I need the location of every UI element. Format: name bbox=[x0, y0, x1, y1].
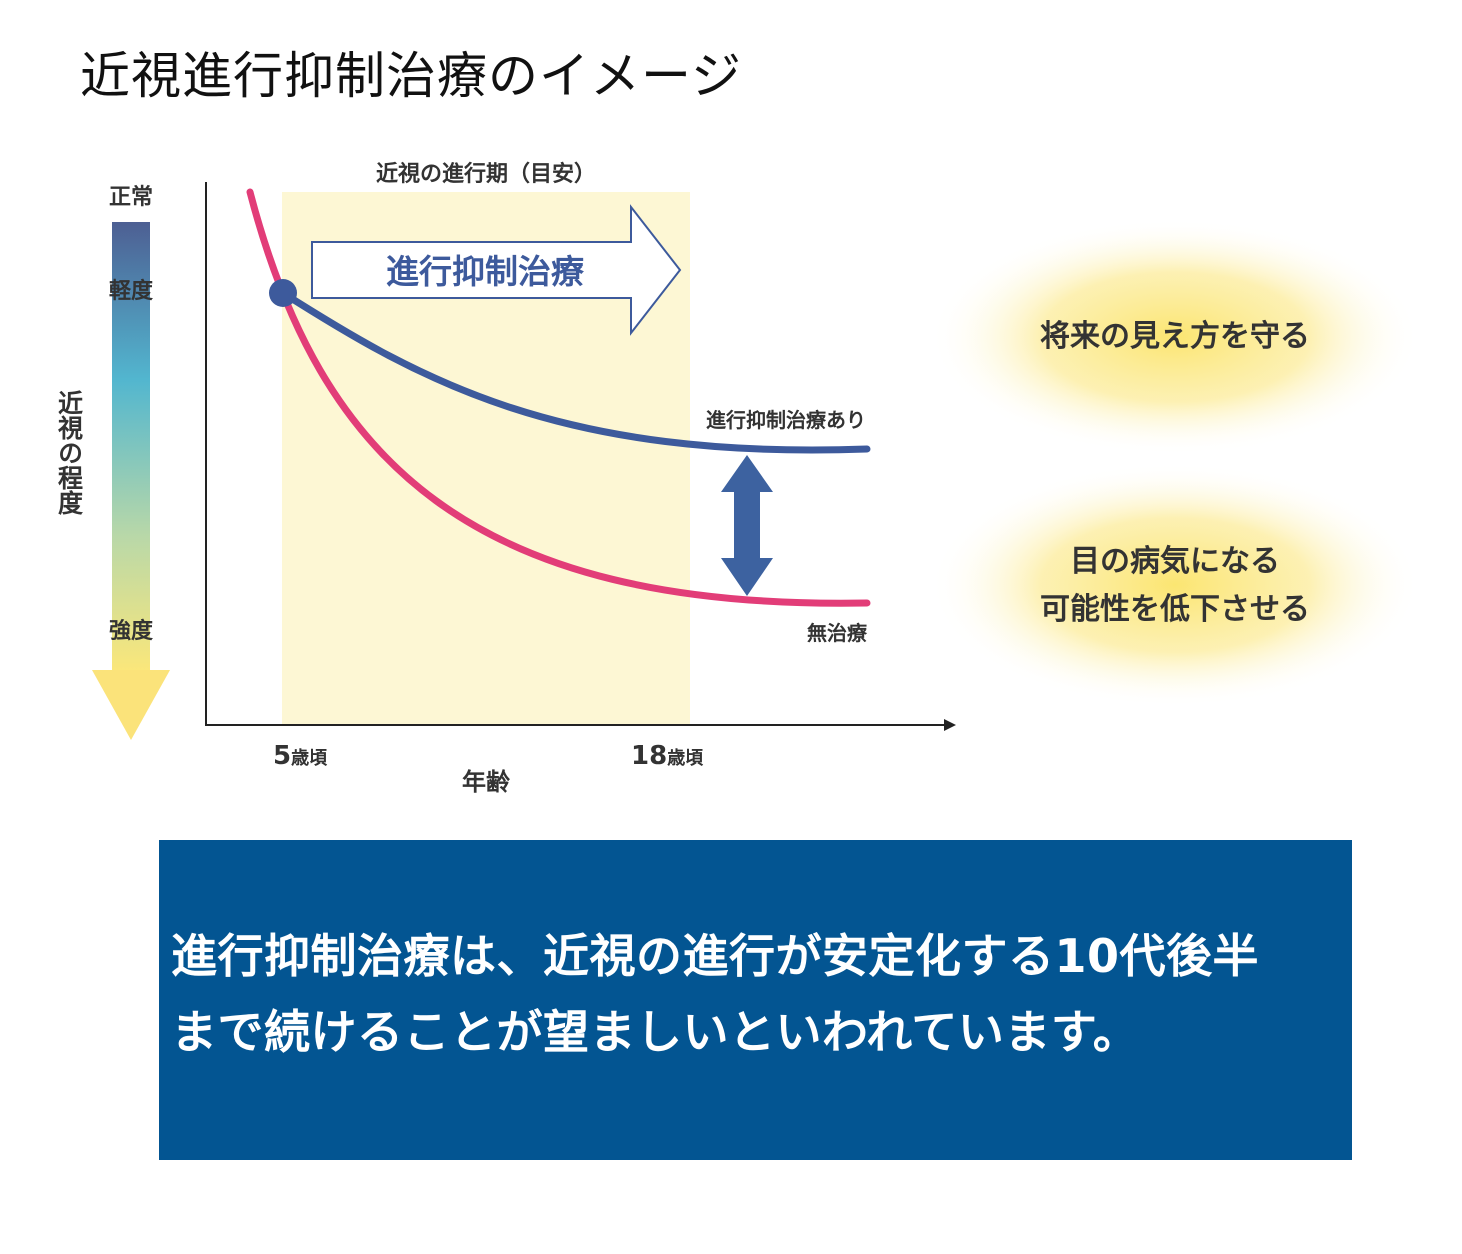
x-tick-age-18-number: 18 bbox=[631, 741, 667, 771]
treatment-period-arrow-label: 進行抑制治療 bbox=[386, 252, 585, 291]
severity-scale-arrowhead bbox=[92, 670, 170, 740]
benefit-glow-1 bbox=[930, 219, 1420, 455]
with-treatment-curve bbox=[279, 289, 871, 454]
x-tick-age-5: 5歳頃 bbox=[273, 741, 328, 771]
severity-scale-bar bbox=[112, 222, 150, 672]
benefit-glow-2 bbox=[930, 463, 1420, 707]
benefit-reduce-disease-line-1: 目の病気になる bbox=[1070, 544, 1280, 579]
benefit-protect-vision: 将来の見え方を守る bbox=[1040, 319, 1310, 354]
page-title: 近視進行抑制治療のイメージ bbox=[80, 47, 742, 105]
difference-double-arrow bbox=[721, 455, 773, 596]
severity-level-high: 強度 bbox=[109, 618, 154, 644]
severity-level-mild: 軽度 bbox=[109, 278, 154, 304]
info-box: 進行抑制治療は、近視の進行が安定化する10代後半 まで続けることが望ましいといわ… bbox=[159, 840, 1352, 1160]
progression-period-label: 近視の進行期（目安） bbox=[376, 161, 596, 187]
x-tick-age-18: 18歳頃 bbox=[631, 741, 704, 771]
treatment-period-arrow bbox=[311, 204, 682, 336]
no-treatment-curve-label: 無治療 bbox=[807, 621, 867, 645]
info-text-line-2: まで続けることが望ましいといわれています。 bbox=[171, 1005, 1140, 1059]
treatment-start-point bbox=[269, 279, 297, 307]
info-text-line-1: 進行抑制治療は、近視の進行が安定化する10代後半 bbox=[171, 929, 1260, 983]
x-axis-arrowhead bbox=[944, 719, 956, 731]
severity-level-normal: 正常 bbox=[109, 184, 153, 210]
x-tick-age-5-number: 5 bbox=[273, 741, 291, 771]
with-treatment-curve-label: 進行抑制治療あり bbox=[706, 408, 866, 432]
myopia-control-diagram: 近視の進行期（目安） 正常 軽度 強度 近視の程度 5歳頃 18歳頃 年齢 進行… bbox=[55, 161, 1420, 796]
x-tick-age-18-unit: 歳頃 bbox=[667, 748, 704, 769]
x-axis-label: 年齢 bbox=[462, 768, 511, 796]
x-tick-age-5-unit: 歳頃 bbox=[291, 748, 328, 769]
benefit-reduce-disease-line-2: 可能性を低下させる bbox=[1040, 592, 1310, 627]
severity-axis-label: 近視の程度 bbox=[55, 390, 84, 516]
